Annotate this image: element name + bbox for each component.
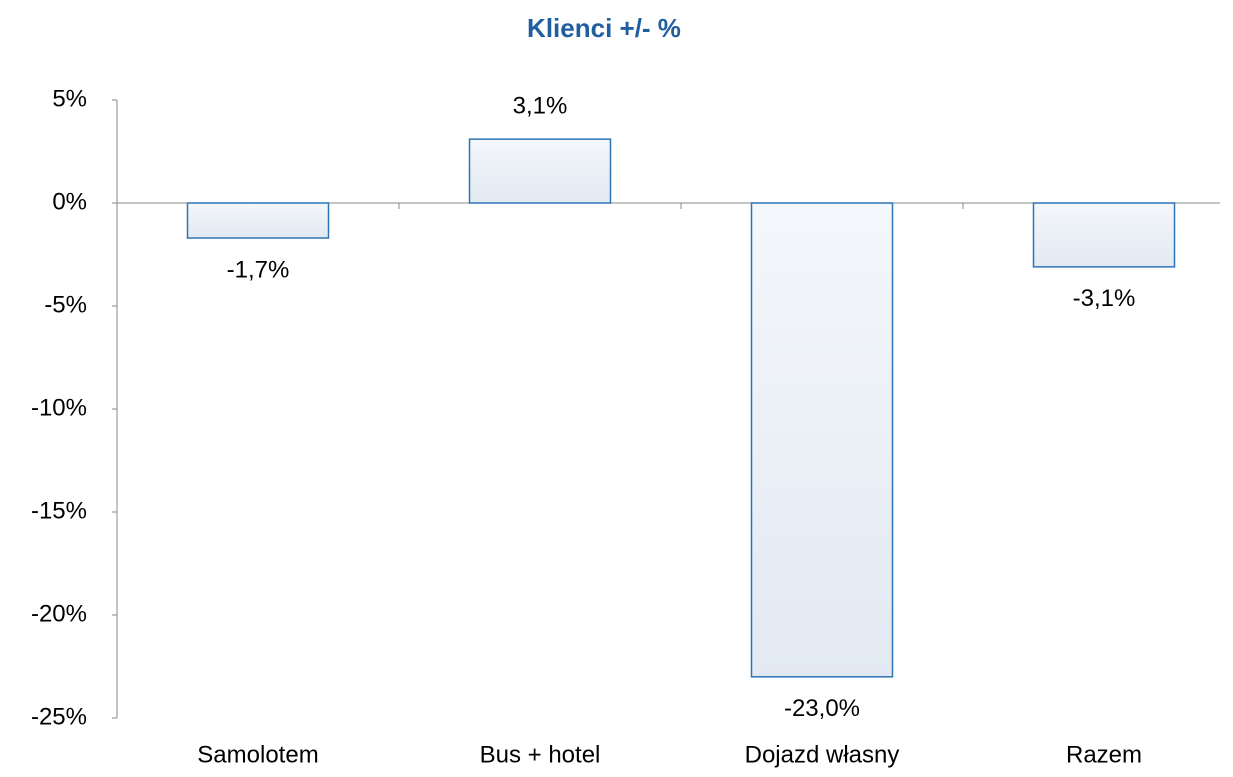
bar [188,203,329,238]
chart-title: Klienci +/- % [527,13,681,43]
y-tick-label: 0% [52,188,87,215]
data-label: -3,1% [1073,285,1136,312]
bar [752,203,893,677]
x-tick-label: Razem [1066,741,1142,768]
x-tick-label: Samolotem [197,741,318,768]
y-tick-label: -20% [31,600,87,627]
x-tick-label: Bus + hotel [480,741,601,768]
data-label: -1,7% [227,256,290,283]
data-label: -23,0% [784,695,860,722]
x-tick-label: Dojazd własny [745,741,900,768]
bar [1034,203,1175,267]
y-tick-label: -25% [31,703,87,730]
y-tick-label: -15% [31,497,87,524]
bar [470,139,611,203]
y-tick-label: -5% [44,291,87,318]
data-label: 3,1% [513,92,568,119]
chart: Klienci +/- % -25% -20% -15% -10% -5% 0% 5% Sam… [0,0,1233,777]
y-tick-label: 5% [52,85,87,112]
y-tick-label: -10% [31,394,87,421]
